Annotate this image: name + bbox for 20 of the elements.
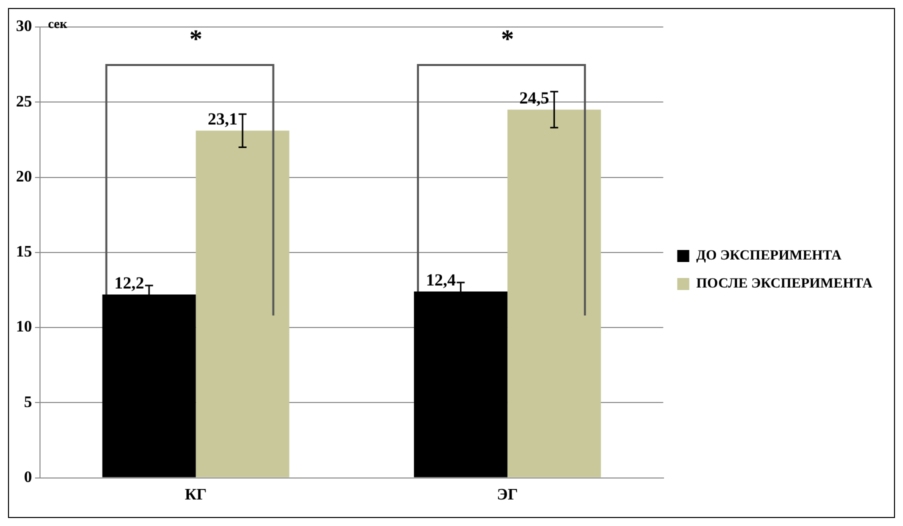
data-label: 23,1	[208, 110, 238, 129]
annotation: *	[189, 24, 202, 54]
bar	[507, 110, 601, 478]
y-tick-label: 25	[16, 93, 32, 110]
y-tick-label: 15	[16, 244, 32, 261]
bar	[196, 130, 290, 478]
y-tick-label: 20	[16, 168, 32, 186]
data-label: 12,2	[114, 273, 144, 292]
legend-label: ДО ЭКСПЕРИМЕНТА	[696, 248, 842, 264]
y-tick-label: 5	[24, 394, 32, 411]
data-label: 12,4	[426, 270, 456, 290]
annotation: *	[500, 24, 514, 54]
y-tick-label: 10	[16, 318, 32, 336]
y-tick-label: 0	[24, 468, 32, 486]
x-tick-label: КГ	[184, 486, 207, 504]
data-label: 24,5	[519, 88, 550, 108]
y-tick-label: 30	[16, 18, 32, 36]
x-tick-label: ЭГ	[496, 486, 518, 504]
y-axis-title: сек	[48, 16, 68, 31]
legend-label: ПОСЛЕ ЭКСПЕРИМЕНТА	[696, 276, 874, 292]
